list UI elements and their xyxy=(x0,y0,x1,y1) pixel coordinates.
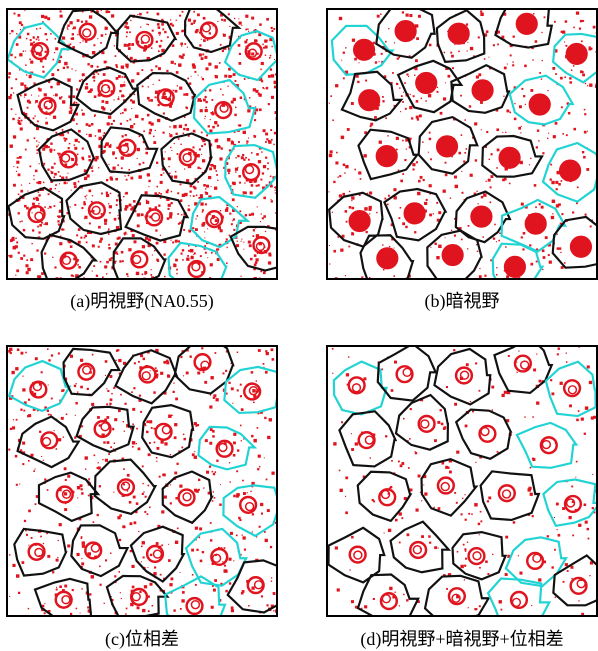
panel-a-texture xyxy=(8,10,276,278)
panel-a-svg xyxy=(8,10,276,278)
panel-b-svg xyxy=(328,10,596,278)
panel-b-texture xyxy=(328,10,596,278)
panel-c-caption: (c)位相差 xyxy=(6,625,278,651)
panel-c-texture xyxy=(8,347,276,615)
panel-a-image xyxy=(6,8,278,280)
panel-a-caption: (a)明視野(NA0.55) xyxy=(6,287,278,313)
panel-b-caption: (b)暗視野 xyxy=(326,287,598,313)
panel-d-svg xyxy=(328,347,596,615)
panel-d-texture xyxy=(328,347,596,615)
panel-b-image xyxy=(326,8,598,280)
panel-d-caption: (d)明視野+暗視野+位相差 xyxy=(326,625,598,651)
panel-c-svg xyxy=(8,347,276,615)
panel-d-image xyxy=(326,345,598,617)
panel-c-image xyxy=(6,345,278,617)
